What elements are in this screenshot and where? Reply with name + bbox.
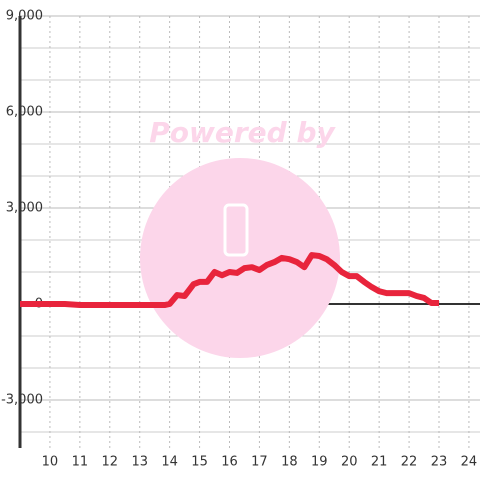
watermark-circle [140, 158, 340, 358]
y-tick-label: 9,000 [6, 9, 43, 24]
y-tick-label: -3,000 [1, 393, 43, 408]
x-tick-label: 16 [221, 455, 238, 470]
x-tick-label: 24 [461, 455, 478, 470]
y-tick-label: 6,000 [6, 105, 43, 120]
x-tick-label: 13 [131, 455, 148, 470]
x-tick-label: 19 [311, 455, 328, 470]
x-tick-label: 14 [161, 455, 178, 470]
x-tick-label: 11 [72, 455, 89, 470]
x-tick-label: 15 [191, 455, 208, 470]
y-tick-label: 3,000 [6, 201, 43, 216]
x-tick-label: 20 [341, 455, 358, 470]
x-tick-label: 12 [102, 455, 119, 470]
watermark-icon [223, 203, 249, 257]
data-line [20, 252, 439, 308]
x-tick-label: 21 [371, 455, 388, 470]
x-tick-label: 17 [251, 455, 268, 470]
x-tick-label: 23 [431, 455, 448, 470]
watermark-text: Powered by [149, 116, 336, 149]
x-tick-label: 18 [281, 455, 298, 470]
x-tick-label: 10 [42, 455, 59, 470]
x-tick-label: 22 [401, 455, 418, 470]
